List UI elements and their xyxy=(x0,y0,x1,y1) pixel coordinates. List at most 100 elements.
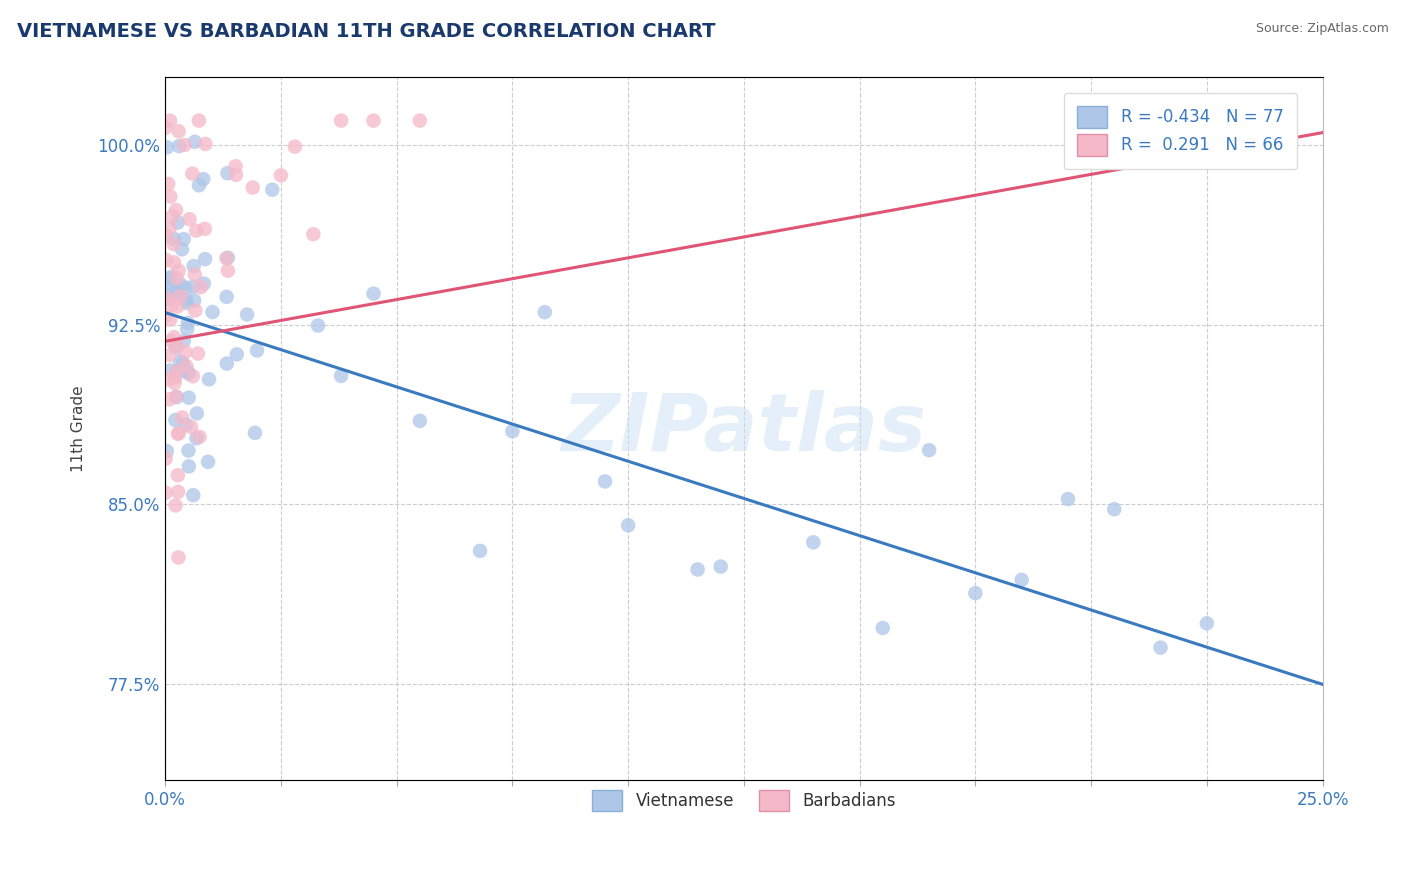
Point xyxy=(184,268,207,282)
Point xyxy=(163,237,186,252)
Point xyxy=(172,410,194,425)
Point xyxy=(363,113,385,128)
Point xyxy=(184,135,207,149)
Point xyxy=(156,444,179,458)
Point xyxy=(183,293,205,308)
Point xyxy=(225,168,247,182)
Point xyxy=(174,345,197,359)
Point xyxy=(166,271,188,285)
Point xyxy=(160,285,183,299)
Point xyxy=(172,356,194,370)
Point xyxy=(217,166,239,180)
Point xyxy=(194,222,217,236)
Point xyxy=(157,372,180,386)
Point xyxy=(217,263,239,277)
Point xyxy=(167,550,190,565)
Point xyxy=(215,251,238,265)
Point xyxy=(617,518,640,533)
Point xyxy=(225,159,247,173)
Point xyxy=(217,251,239,265)
Point xyxy=(302,227,325,242)
Point xyxy=(270,169,292,183)
Point xyxy=(501,424,523,438)
Point xyxy=(177,365,200,379)
Point xyxy=(409,414,432,428)
Point xyxy=(166,300,188,314)
Point xyxy=(1011,573,1033,587)
Point xyxy=(165,370,187,384)
Point xyxy=(165,202,187,217)
Point xyxy=(225,347,247,361)
Point xyxy=(1102,502,1125,516)
Point xyxy=(157,292,180,306)
Point xyxy=(160,298,183,312)
Point xyxy=(155,120,177,135)
Point xyxy=(188,430,211,444)
Point xyxy=(177,459,200,474)
Legend: Vietnamese, Barbadians: Vietnamese, Barbadians xyxy=(579,777,910,825)
Point xyxy=(181,279,204,293)
Point xyxy=(157,177,180,191)
Point xyxy=(166,338,188,352)
Point xyxy=(243,425,266,440)
Point xyxy=(167,426,190,441)
Point xyxy=(918,443,941,458)
Point xyxy=(166,390,188,404)
Point xyxy=(180,420,202,434)
Point xyxy=(215,290,238,304)
Point xyxy=(198,372,221,386)
Point xyxy=(155,228,177,243)
Point xyxy=(155,280,177,294)
Point xyxy=(176,322,198,336)
Point xyxy=(159,363,181,377)
Point xyxy=(174,417,197,432)
Point xyxy=(155,308,177,322)
Point xyxy=(167,263,190,277)
Point xyxy=(179,212,201,227)
Point xyxy=(193,172,215,186)
Text: ZIPatlas: ZIPatlas xyxy=(561,390,927,468)
Point xyxy=(167,484,190,499)
Point xyxy=(160,269,183,284)
Point xyxy=(181,167,204,181)
Point xyxy=(165,413,187,427)
Point xyxy=(167,139,190,153)
Point xyxy=(187,113,209,128)
Point xyxy=(155,485,177,500)
Point xyxy=(159,221,181,235)
Point xyxy=(188,178,211,193)
Point xyxy=(167,124,190,138)
Point xyxy=(284,139,307,153)
Point xyxy=(246,343,269,358)
Point xyxy=(170,243,193,257)
Point xyxy=(173,232,195,246)
Point xyxy=(181,369,204,384)
Point xyxy=(159,189,181,203)
Point xyxy=(197,455,219,469)
Point xyxy=(201,305,224,319)
Point xyxy=(1057,491,1080,506)
Point xyxy=(159,312,181,326)
Point xyxy=(194,136,217,151)
Point xyxy=(174,293,197,307)
Point xyxy=(965,586,987,600)
Point xyxy=(183,259,205,273)
Point xyxy=(186,431,208,445)
Point xyxy=(801,535,824,549)
Point xyxy=(169,354,191,368)
Point xyxy=(184,303,207,318)
Point xyxy=(155,451,177,466)
Point xyxy=(177,391,200,405)
Point xyxy=(156,140,179,154)
Point xyxy=(173,137,195,152)
Point xyxy=(181,488,204,502)
Point xyxy=(186,406,208,420)
Point xyxy=(170,277,193,292)
Point xyxy=(330,113,353,128)
Text: VIETNAMESE VS BARBADIAN 11TH GRADE CORRELATION CHART: VIETNAMESE VS BARBADIAN 11TH GRADE CORRE… xyxy=(17,22,716,41)
Text: Source: ZipAtlas.com: Source: ZipAtlas.com xyxy=(1256,22,1389,36)
Point xyxy=(163,255,186,269)
Point xyxy=(1195,616,1218,631)
Point xyxy=(166,285,188,299)
Point xyxy=(167,425,190,440)
